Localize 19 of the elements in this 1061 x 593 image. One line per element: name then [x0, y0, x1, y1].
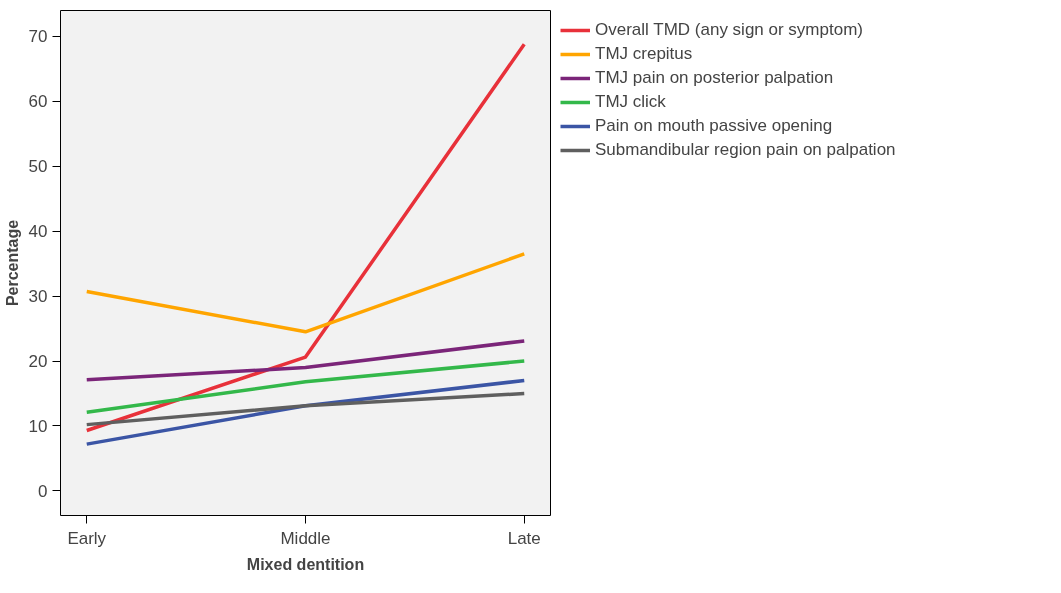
- legend-label: Pain on mouth passive opening: [595, 116, 833, 136]
- y-tick-label: 10: [28, 416, 48, 436]
- y-tick-label: 50: [28, 157, 48, 177]
- y-tick-label: 70: [28, 27, 48, 47]
- y-tick-label: 60: [28, 92, 48, 112]
- y-tick-label: 0: [38, 481, 48, 501]
- legend-label: TMJ crepitus: [595, 44, 693, 64]
- legend-label: Submandibular region pain on palpation: [595, 140, 896, 160]
- x-axis-title: Mixed dentition: [246, 555, 365, 573]
- legend-label: Overall TMD (any sign or symptom): [595, 20, 863, 40]
- y-tick-label: 20: [28, 352, 48, 372]
- y-axis-title: Percentage: [3, 219, 21, 307]
- y-tick-label: 30: [28, 287, 48, 307]
- legend-label: TMJ pain on posterior palpation: [595, 68, 834, 88]
- legend-label: TMJ click: [595, 92, 666, 112]
- x-tick-label: Early: [67, 528, 107, 548]
- x-tick-label: Late: [507, 528, 541, 548]
- y-tick-label: 40: [28, 222, 48, 242]
- x-tick-label: Middle: [280, 528, 331, 548]
